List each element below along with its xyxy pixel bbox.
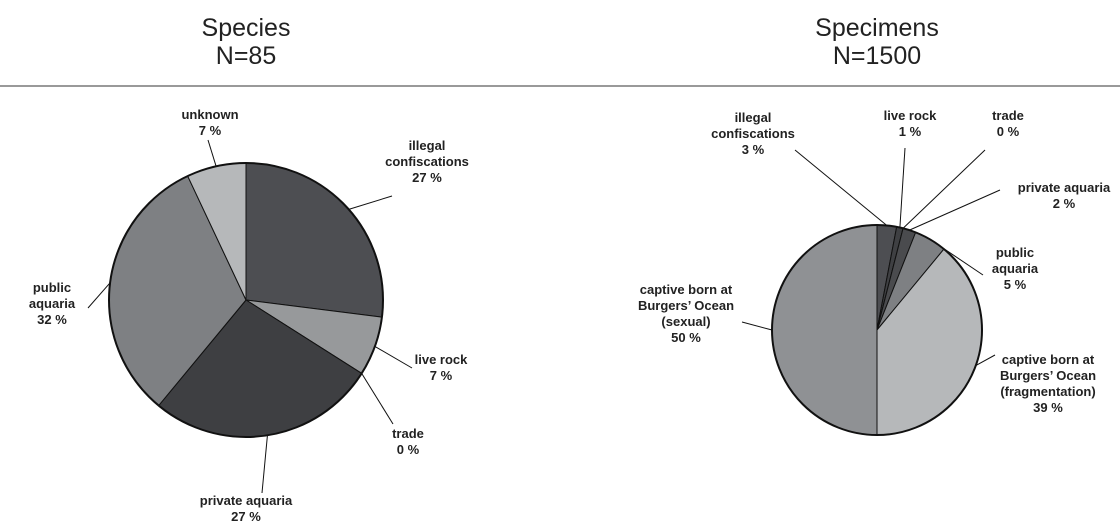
slice-label: public aquaria 32 % <box>17 280 87 328</box>
leader-line <box>899 147 906 228</box>
value-label: 2 % <box>1052 196 1076 211</box>
leader-line <box>975 354 996 367</box>
category-label: captive born at Burgers’ Ocean (sexual) <box>637 282 735 329</box>
chart-title: Species <box>201 14 291 42</box>
value-label: 3 % <box>741 142 765 157</box>
value-label: 1 % <box>898 124 922 139</box>
value-label: 39 % <box>1033 400 1063 415</box>
category-label: illegal confiscations <box>711 110 795 141</box>
leader-line <box>207 139 217 167</box>
category-label: live rock <box>883 108 937 123</box>
value-label: 50 % <box>671 330 701 345</box>
leader-line <box>909 189 1001 231</box>
leader-line <box>374 345 413 369</box>
leader-line <box>741 321 773 331</box>
pie-outline <box>108 162 384 438</box>
value-label: 0 % <box>996 124 1020 139</box>
value-label: 27 % <box>231 509 261 524</box>
chart-subtitle: N=1500 <box>832 42 922 70</box>
category-label: trade <box>392 426 424 441</box>
value-label: 7 % <box>429 368 453 383</box>
category-label: private aquaria <box>199 493 293 508</box>
value-label: 27 % <box>412 170 442 185</box>
slice-label: illegal confiscations 3 % <box>703 110 803 158</box>
slice-label: trade 0 % <box>378 426 438 458</box>
slice-label: private aquaria 27 % <box>176 493 316 525</box>
slice-label: private aquaria 2 % <box>1004 180 1120 212</box>
category-label: private aquaria <box>1017 180 1111 195</box>
category-label: unknown <box>181 107 239 122</box>
value-label: 0 % <box>396 442 420 457</box>
pie-slice <box>771 224 878 436</box>
pie-slice <box>245 162 384 318</box>
pie-outline <box>771 224 983 436</box>
value-label: 5 % <box>1003 277 1027 292</box>
category-label: illegal confiscations <box>385 138 469 169</box>
value-label: 32 % <box>37 312 67 327</box>
leader-line <box>87 282 111 309</box>
leader-line <box>348 195 393 210</box>
category-label: trade <box>992 108 1024 123</box>
leader-line <box>794 149 888 226</box>
chart-subtitle: N=85 <box>215 42 277 70</box>
slice-label: captive born at Burgers’ Ocean (sexual) 5… <box>630 282 742 346</box>
slice-label: illegal confiscations 27 % <box>372 138 482 186</box>
slice-label: live rock 1 % <box>870 108 950 140</box>
category-label: public aquaria <box>991 245 1039 276</box>
slice-label: trade 0 % <box>978 108 1038 140</box>
leader-line <box>361 373 394 425</box>
category-label: public aquaria <box>28 280 76 311</box>
slice-label: live rock 7 % <box>401 352 481 384</box>
leader-line <box>261 435 268 494</box>
value-label: 7 % <box>198 123 222 138</box>
slice-label: unknown 7 % <box>170 107 250 139</box>
chart-title: Specimens <box>815 14 939 42</box>
category-label: live rock <box>414 352 468 367</box>
slice-label: captive born at Burgers’ Ocean (fragment… <box>991 352 1106 416</box>
slice-label: public aquaria 5 % <box>985 245 1045 293</box>
category-label: captive born at Burgers’ Ocean (fragment… <box>999 352 1097 399</box>
leader-line <box>902 149 986 229</box>
